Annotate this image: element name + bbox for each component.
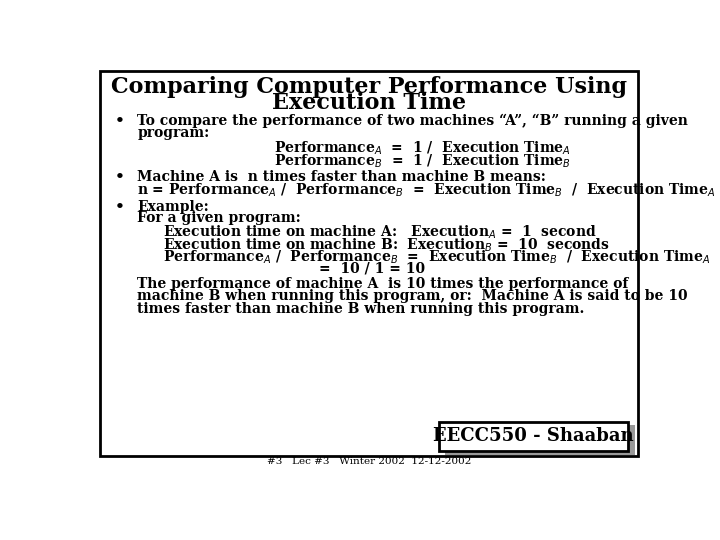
- Text: For a given program:: For a given program:: [138, 211, 301, 225]
- Text: Performance$_A$ /  Performance$_B$  =  Execution Time$_B$  /  Execution Time$_A$: Performance$_A$ / Performance$_B$ = Exec…: [163, 248, 710, 266]
- Text: =  10 / 1 = 10: = 10 / 1 = 10: [319, 261, 425, 275]
- Text: #3   Lec #3   Winter 2002  12-12-2002: #3 Lec #3 Winter 2002 12-12-2002: [267, 457, 471, 467]
- Bar: [445, 425, 634, 455]
- Text: Comparing Computer Performance Using: Comparing Computer Performance Using: [111, 76, 627, 98]
- Text: machine B when running this program, or:  Machine A is said to be 10: machine B when running this program, or:…: [138, 289, 688, 303]
- Text: Example:: Example:: [138, 199, 210, 213]
- Text: The performance of machine A  is 10 times the performance of: The performance of machine A is 10 times…: [138, 277, 629, 291]
- Text: Machine A is  n times faster than machine B means:: Machine A is n times faster than machine…: [138, 170, 546, 184]
- Text: program:: program:: [138, 126, 210, 140]
- Text: n = Performance$_A$ /  Performance$_B$  =  Execution Time$_B$  /  Execution Time: n = Performance$_A$ / Performance$_B$ = …: [138, 182, 716, 199]
- Bar: [438, 422, 629, 451]
- Text: times faster than machine B when running this program.: times faster than machine B when running…: [138, 302, 585, 316]
- Text: Performance$_A$  =  1 /  Execution Time$_A$: Performance$_A$ = 1 / Execution Time$_A$: [274, 140, 571, 157]
- Text: Execution time on machine A:   Execution$_A$ =  1  second: Execution time on machine A: Execution$_…: [163, 224, 596, 241]
- Text: Execution time on machine B:  Execution$_B$ =  10  seconds: Execution time on machine B: Execution$_…: [163, 236, 609, 253]
- Text: Execution Time: Execution Time: [272, 92, 466, 114]
- Text: Performance$_B$  =  1 /  Execution Time$_B$: Performance$_B$ = 1 / Execution Time$_B$: [274, 152, 571, 170]
- Text: •: •: [115, 114, 125, 128]
- Text: •: •: [115, 199, 125, 213]
- Text: To compare the performance of two machines “A”, “B” running a given: To compare the performance of two machin…: [138, 114, 688, 128]
- Text: •: •: [115, 170, 125, 184]
- Text: EECC550 - Shaaban: EECC550 - Shaaban: [433, 427, 634, 446]
